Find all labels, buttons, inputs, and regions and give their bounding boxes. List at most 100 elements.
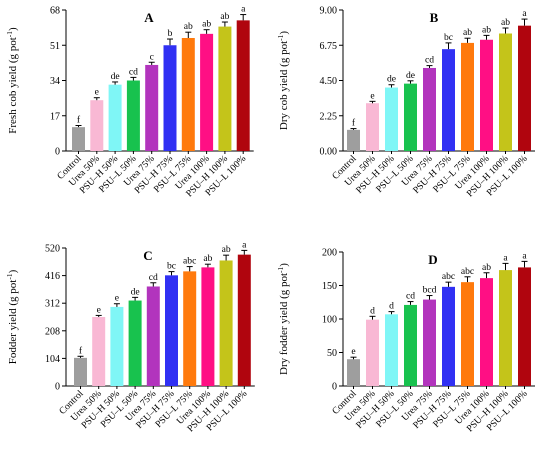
chart-panel-d: 0 50 100 150 200 Dry fodder yield (g pot-1) De…	[276, 248, 535, 434]
y-tick-label: 150	[322, 281, 337, 292]
panel-label: D	[428, 252, 437, 267]
bar-psu-h-50-	[385, 87, 398, 151]
bar-psu-h-50-	[108, 84, 122, 151]
significance-letter: c	[150, 51, 154, 62]
y-tick-label: 51	[50, 41, 60, 52]
bar-psu-l-75-	[183, 271, 197, 386]
bar-urea-75-	[145, 64, 159, 151]
y-tick-label: 0.00	[320, 147, 338, 158]
significance-letter: ab	[482, 24, 491, 35]
bar-psu-l-100-	[237, 254, 251, 386]
significance-letter: a	[522, 250, 527, 261]
significance-letter: a	[242, 239, 247, 250]
significance-letter: de	[111, 71, 120, 82]
bar-psu-h-75-	[163, 45, 177, 151]
significance-letter: ab	[184, 21, 193, 32]
y-tick-label: 17	[50, 111, 60, 122]
significance-letter: e	[115, 293, 119, 304]
bar-control	[72, 127, 85, 151]
y-axis-label: Fresh cob yield (g pot-1)	[5, 27, 20, 134]
panel-label: A	[144, 10, 154, 25]
y-tick-label: 104	[45, 354, 60, 365]
y-tick-label: 34	[50, 76, 60, 87]
significance-letter: a	[241, 4, 246, 15]
bar-psu-h-50-	[110, 306, 124, 386]
significance-letter: ab	[220, 11, 229, 22]
y-axis-label: Dry fodder yield (g pot-1)	[276, 263, 291, 375]
significance-letter: b	[168, 28, 173, 39]
significance-letter: ab	[203, 253, 212, 264]
y-tick-label: 2.25	[320, 111, 338, 122]
significance-letter: bc	[444, 32, 453, 43]
significance-letter: ab	[202, 19, 211, 30]
significance-letter: de	[387, 74, 396, 85]
bar-psu-l-50-	[126, 80, 140, 151]
bar-urea-100-	[200, 33, 214, 151]
significance-letter: abc	[183, 256, 196, 267]
bar-psu-h-75-	[442, 49, 455, 151]
y-tick-label: 0	[55, 147, 60, 158]
significance-letter: ab	[482, 262, 491, 273]
significance-letter: de	[406, 70, 415, 81]
y-tick-label: 208	[45, 326, 60, 337]
y-tick-label: 68	[50, 6, 60, 17]
significance-letter: bcd	[423, 285, 437, 296]
significance-letter: bc	[167, 261, 176, 272]
y-tick-label: 312	[45, 299, 60, 310]
significance-letter: f	[77, 114, 81, 125]
bar-control	[74, 357, 87, 386]
bar-control	[347, 359, 360, 386]
significance-letter: cd	[149, 272, 158, 283]
y-tick-label: 9.00	[320, 6, 338, 17]
y-tick-label: 100	[322, 315, 337, 326]
bar-urea-75-	[423, 67, 436, 151]
bar-urea-100-	[480, 278, 493, 386]
bar-psu-h-75-	[165, 275, 178, 386]
bar-urea-100-	[201, 267, 215, 386]
bar-urea-75-	[146, 286, 160, 386]
significance-letter: e	[370, 90, 374, 101]
bar-psu-l-100-	[518, 25, 531, 152]
significance-letter: e	[351, 346, 355, 357]
bar-urea-75-	[423, 299, 436, 386]
significance-letter: d	[389, 301, 394, 312]
bar-psu-h-75-	[442, 286, 455, 386]
chart-panel-c: 0 104 208 312 416 520 Fodder yield (g pot-1) Cf…	[5, 239, 255, 434]
significance-letter: e	[97, 304, 101, 315]
bar-psu-h-100-	[219, 260, 233, 386]
significance-letter: cd	[406, 291, 415, 302]
chart-panel-b: 0.00 2.25 4.50 6.75 9.00 Dry cob yield (g pot…	[276, 6, 535, 199]
y-tick-label: 4.50	[320, 76, 338, 87]
significance-letter: a	[522, 8, 527, 19]
bar-psu-l-50-	[404, 83, 417, 151]
significance-letter: de	[131, 286, 140, 297]
y-tick-label: 416	[45, 271, 60, 282]
bar-urea-50-	[92, 317, 106, 386]
bar-psu-h-100-	[499, 33, 512, 151]
significance-letter: cd	[425, 55, 434, 66]
y-tick-label: 200	[322, 248, 337, 259]
bar-psu-l-75-	[461, 282, 474, 386]
significance-letter: f	[79, 345, 83, 356]
significance-letter: ab	[463, 27, 472, 38]
bar-psu-h-50-	[385, 314, 398, 386]
bar-psu-l-75-	[181, 37, 195, 151]
significance-letter: cd	[129, 66, 138, 77]
significance-letter: a	[503, 252, 508, 263]
significance-letter: d	[370, 305, 375, 316]
bar-psu-h-100-	[218, 26, 232, 152]
panel-label: B	[430, 10, 439, 25]
significance-letter: ab	[501, 17, 510, 28]
y-axis-label: Dry cob yield (g pot-1)	[276, 31, 291, 130]
bar-psu-l-100-	[236, 20, 250, 152]
y-tick-label: 0	[332, 382, 337, 393]
bar-urea-50-	[366, 103, 379, 151]
bar-urea-50-	[366, 319, 379, 386]
bar-psu-l-50-	[128, 300, 142, 386]
panel-label: C	[143, 248, 152, 263]
bar-urea-100-	[480, 39, 493, 152]
y-tick-label: 50	[327, 348, 337, 359]
significance-letter: abc	[461, 266, 474, 277]
